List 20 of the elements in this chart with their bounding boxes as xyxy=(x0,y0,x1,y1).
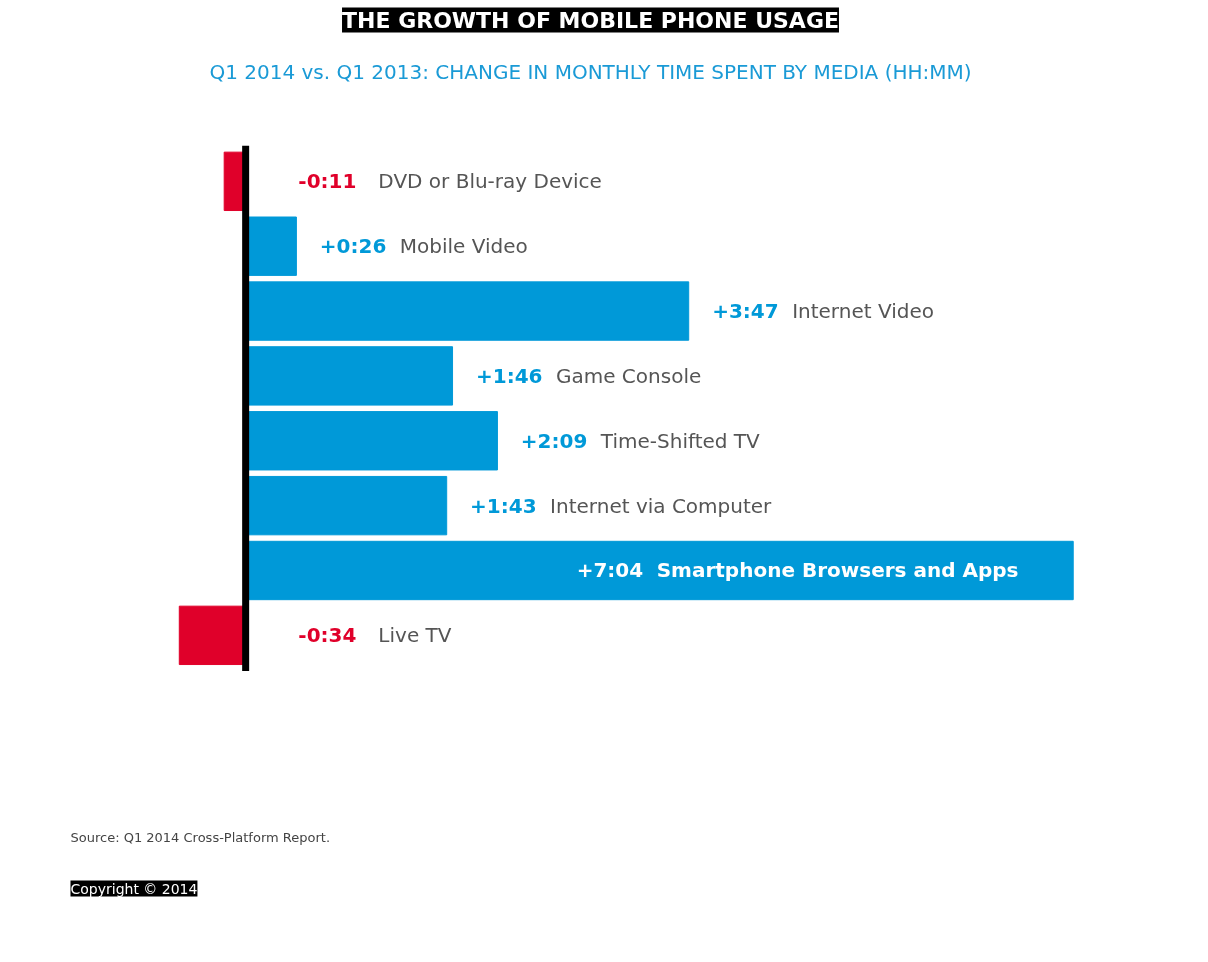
data-label: +1:43 xyxy=(470,493,537,518)
data-label: +0:26 xyxy=(319,234,387,259)
data-label: +7:04 xyxy=(576,558,644,583)
y-tick-label: Internet Video xyxy=(792,299,934,324)
data-label: +2:09 xyxy=(520,428,588,453)
y-tick-label: Smartphone Browsers and Apps xyxy=(656,558,1019,583)
y-tick-label: Internet via Computer xyxy=(550,493,773,518)
data-label: +3:47 xyxy=(712,299,779,324)
data-label: -0:34 xyxy=(298,623,357,648)
text: Copyright © 2014 xyxy=(70,880,198,897)
data-label: +1:46 xyxy=(475,363,543,388)
data-label: -0:11 xyxy=(298,169,357,194)
y-tick-label: Game Console xyxy=(555,363,702,388)
y-tick-label: Live TV xyxy=(378,623,452,648)
chart-title: THE GROWTH OF MOBILE PHONE USAGE xyxy=(342,7,839,33)
source-note: Source: Q1 2014 Cross-Platform Report. xyxy=(70,829,331,845)
chart-subtitle: Q1 2014 vs. Q1 2013: CHANGE IN MONTHLY TIME SPENT BY MEDIA (HH:MM) xyxy=(209,59,972,84)
y-tick-label: Mobile Video xyxy=(399,234,528,259)
y-tick-label: Time-Shifted TV xyxy=(599,428,761,453)
y-tick-label: DVD or Blu-ray Device xyxy=(378,169,602,194)
